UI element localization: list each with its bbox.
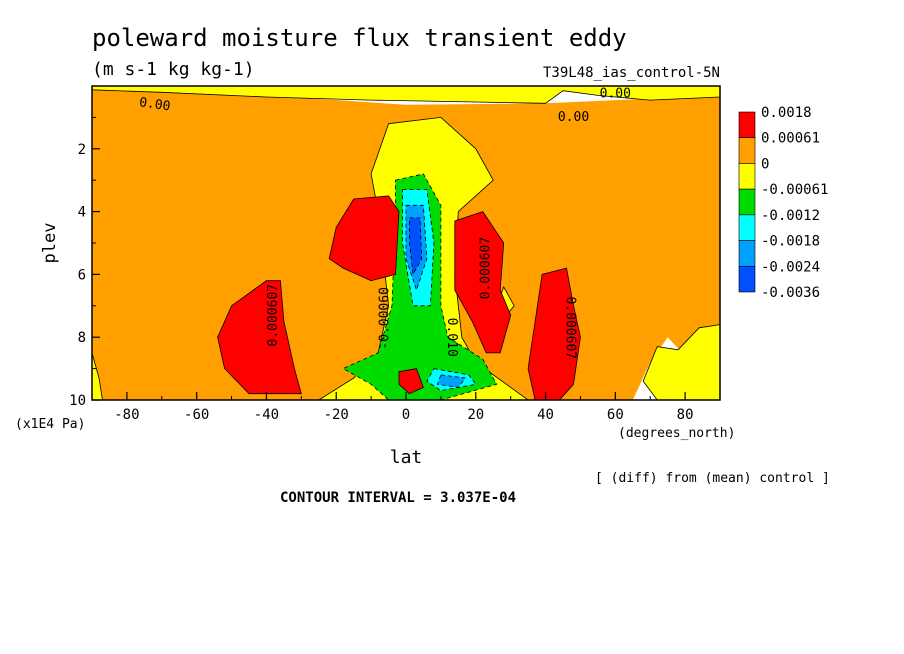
contour-region-14	[454, 211, 512, 354]
contour-label-4: -0.00060	[378, 287, 393, 350]
contour-label-7: 0.000607	[563, 296, 578, 359]
contour-label-5: 0.010	[444, 318, 459, 357]
contour-region-16	[398, 368, 424, 395]
contour-region-11	[409, 217, 423, 276]
legend-label-2: 0	[761, 156, 769, 172]
contour-region-15	[527, 267, 581, 400]
x-tick-label-2: -40	[254, 407, 279, 423]
legend-label-1: 0.00061	[761, 131, 820, 147]
contour-region-10	[436, 374, 467, 388]
x-tick-label-1: -60	[184, 407, 209, 423]
x-tick-label-0: -80	[114, 407, 139, 423]
legend-label-6: -0.0024	[761, 259, 820, 275]
y-axis: 2 4 6 8 10	[69, 116, 100, 409]
contour-label-1: 0.00	[558, 110, 589, 125]
legend-swatch-3	[738, 188, 756, 216]
contour-labels: 0.00 0.00 0.00 0.000607 -0.00060 0.010 0.00060…	[138, 86, 631, 359]
y-tick-label-3: 8	[78, 330, 86, 346]
contour-region-12	[217, 280, 302, 395]
contour-label-2: 0.00	[600, 86, 631, 101]
chart-title: poleward moisture flux transient eddy	[92, 24, 627, 52]
color-legend: 0.0018 0.00061 0 -0.00061 -0.0012 -0.0018 -0.0…	[738, 105, 828, 301]
legend-label-4: -0.0012	[761, 208, 820, 224]
contour-region-13	[328, 195, 400, 282]
plot-area	[92, 86, 720, 400]
y-tick-label-2: 6	[78, 267, 86, 283]
x-tick-label-5: 20	[467, 407, 484, 423]
legend-swatch-2	[738, 163, 756, 190]
contour-region-3	[642, 324, 720, 400]
x-tick-label-4: 0	[402, 407, 410, 423]
x-tick-label-6: 40	[537, 407, 554, 423]
y-tick-label-0: 2	[78, 142, 86, 158]
contour-region-2	[92, 352, 103, 400]
legend-swatch-0	[738, 111, 756, 139]
legend-label-0: 0.0018	[761, 105, 812, 121]
y-axis-label: plev	[40, 223, 60, 264]
contour-label-3: 0.000607	[266, 284, 281, 347]
legend-swatch-5	[738, 240, 756, 267]
run-label: T39L48_ias_control-5N	[543, 65, 720, 81]
x-tick-label-7: 60	[607, 407, 624, 423]
legend-label-5: -0.0018	[761, 234, 820, 250]
x-axis-units: (degrees_north)	[618, 426, 735, 441]
legend-swatch-4	[738, 214, 756, 241]
y-tick-label-4: 10	[69, 393, 86, 409]
contour-interval: CONTOUR INTERVAL = 3.037E-04	[280, 490, 516, 506]
contour-label-6: 0.000607	[479, 237, 494, 300]
x-axis-label: lat	[390, 447, 423, 468]
legend-swatch-6	[738, 265, 756, 293]
y-axis-units: (x1E4 Pa)	[15, 417, 85, 432]
contour-region-1	[92, 86, 720, 104]
x-tick-label-8: 80	[677, 407, 694, 423]
legend-swatch-1	[738, 137, 756, 164]
x-tick-label-3: -20	[324, 407, 349, 423]
chart-subtitle: (m s-1 kg kg-1)	[92, 59, 255, 80]
footnote: [ (diff) from (mean) control ]	[595, 471, 830, 486]
legend-label-3: -0.00061	[761, 182, 828, 198]
y-tick-label-1: 4	[78, 205, 86, 221]
x-axis: -80 -60 -40 -20 0 20 40 60 80	[91, 392, 721, 423]
contour-label-0: 0.00	[138, 95, 171, 114]
legend-label-7: -0.0036	[761, 285, 820, 301]
